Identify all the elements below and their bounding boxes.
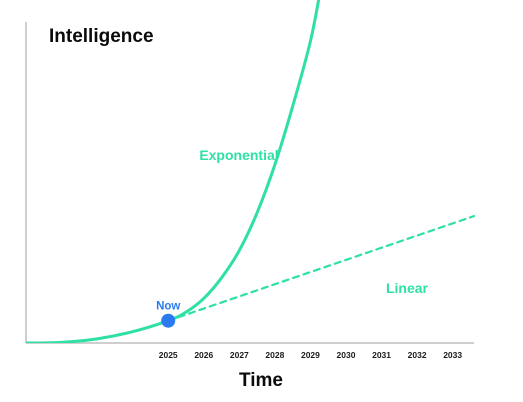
x-tick-label: 2025 — [159, 350, 178, 360]
x-tick-label: 2026 — [194, 350, 213, 360]
x-tick-label: 2028 — [265, 350, 284, 360]
x-tick-label: 2029 — [301, 350, 320, 360]
exponential-series-label: Exponential — [199, 147, 278, 163]
x-tick-label: 2032 — [408, 350, 427, 360]
exponential-line — [26, 0, 321, 343]
now-marker — [161, 313, 176, 328]
now-label: Now — [156, 301, 180, 313]
x-tick-labels: 2025 2026 2027 2028 2029 2030 2031 2032 2033 — [159, 350, 463, 360]
x-tick-label: 2027 — [230, 350, 249, 360]
x-tick-label: 2031 — [372, 350, 391, 360]
x-tick-label: 2033 — [443, 350, 462, 360]
y-axis-title: Intelligence — [49, 26, 154, 47]
series-layer — [26, 0, 476, 343]
x-axis-title: Time — [239, 370, 283, 391]
linear-series-label: Linear — [386, 280, 429, 296]
linear-line — [167, 214, 476, 322]
x-tick-label: 2030 — [337, 350, 356, 360]
